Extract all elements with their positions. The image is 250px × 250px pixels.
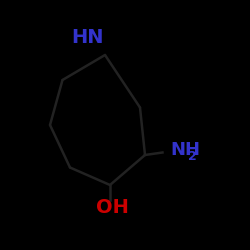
Text: 2: 2 bbox=[188, 150, 197, 163]
Text: HN: HN bbox=[71, 28, 104, 47]
Text: OH: OH bbox=[96, 198, 129, 217]
Text: NH: NH bbox=[170, 141, 200, 159]
